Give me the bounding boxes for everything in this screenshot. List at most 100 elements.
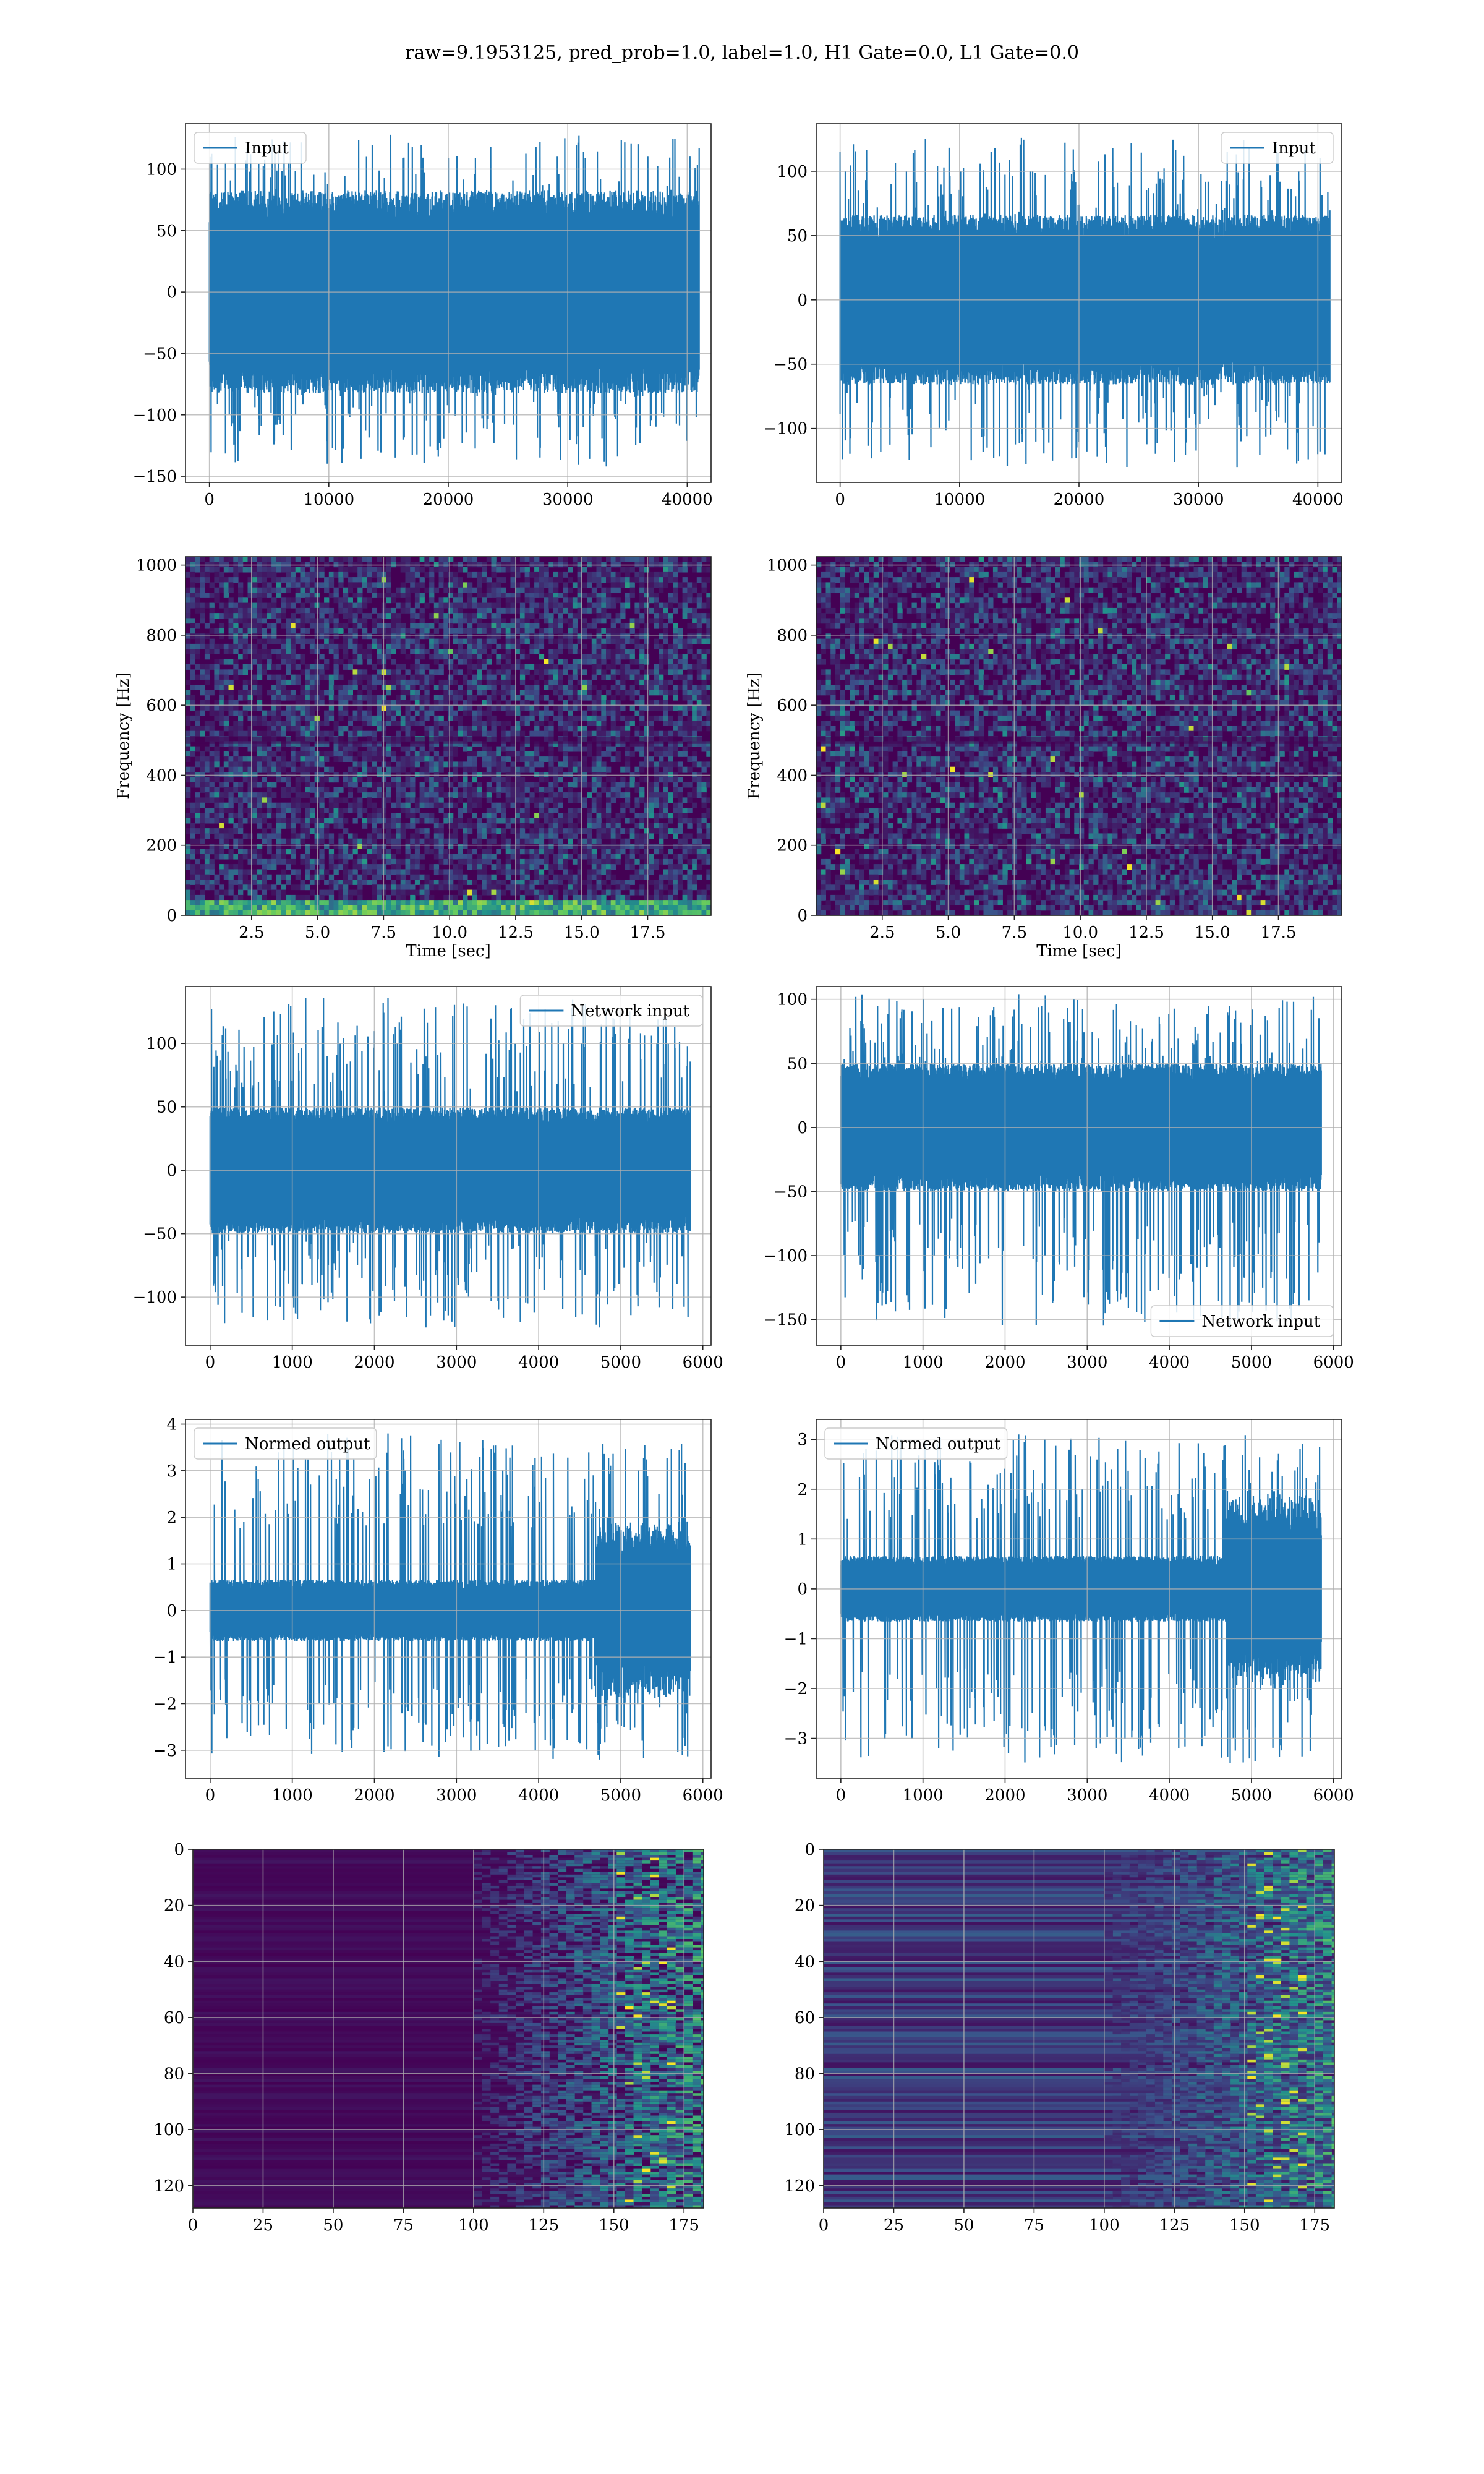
y-tick-label: 600 [146,696,177,715]
legend: Input [1221,132,1334,164]
y-tick-label: 4 [166,1416,177,1434]
x-tick-label: 3000 [1067,1353,1107,1372]
y-tick-label: 80 [164,2065,184,2084]
x-axis-label: Time [sec] [1036,942,1122,961]
y-tick-label: 0 [797,907,808,925]
y-tick-label: 0 [174,1841,184,1859]
x-tick-label: 2000 [984,1353,1025,1372]
y-tick-label: −100 [133,406,177,425]
x-tick-label: 1000 [272,1786,313,1805]
y-tick-label: 120 [153,2177,184,2196]
y-tick-label: 50 [787,1055,808,1073]
figure-title: raw=9.1953125, pred_prob=1.0, label=1.0,… [405,42,1079,64]
axes-frame [185,556,712,916]
panel-spectrogram-l1: 2.5 5.0 7.5 10.0 12.5 15.0 17.5 0 200 400 600 800 10… [745,556,1342,961]
x-tick-label: 175 [668,2216,699,2235]
x-tick-label: 4000 [1149,1786,1190,1805]
y-tick-label: 50 [156,222,177,241]
x-tick-label: 4000 [518,1786,559,1805]
x-tick-label: 1000 [903,1786,944,1805]
y-tick-label: −50 [143,1225,177,1244]
x-tick-label: 0 [835,490,845,509]
x-tick-label: 3000 [436,1353,477,1372]
grid [816,124,1342,482]
x-tick-label: 10000 [303,490,354,509]
y-tick-label: 100 [146,1035,177,1053]
x-tick-label: 4000 [518,1353,559,1372]
x-tick-label: 100 [1089,2216,1120,2235]
series-line [839,137,1331,468]
x-tick-label: 0 [204,490,215,509]
x-tick-label: 5000 [600,1353,641,1372]
y-tick-label: 2 [797,1481,808,1499]
x-tick-label: 10.0 [432,923,467,942]
x-tick-label: 1000 [903,1353,944,1372]
legend: Input [194,132,307,164]
y-tick-label: 50 [156,1098,177,1117]
x-tick-label: 40000 [662,490,713,509]
y-tick-label: 1 [797,1530,808,1549]
y-axis-label: Frequency [Hz] [114,672,133,800]
x-tick-label: 175 [1299,2216,1330,2235]
grid [186,987,711,1345]
y-tick-label: 120 [784,2177,815,2196]
axes-frame [816,556,1342,916]
x-tick-label: 50 [953,2216,974,2235]
panel-normed-output-h1: 0 1000 2000 3000 4000 5000 6000 −3 −2 −1 0 1 2 3 4 Norm… [153,1416,723,1805]
series-line [840,994,1322,1329]
x-tick-label: 40000 [1292,490,1344,509]
grid [186,557,711,916]
axes-frame [192,1849,704,2209]
x-tick-label: 7.5 [1002,923,1027,942]
x-tick-label: 12.5 [498,923,534,942]
y-tick-label: 3 [797,1431,808,1449]
series-line [208,134,700,467]
y-tick-label: 0 [797,1119,808,1137]
y-tick-label: −1 [784,1630,808,1648]
x-tick-label: 5000 [1231,1353,1272,1372]
x-tick-label: 0 [205,1353,216,1372]
y-tick-label: 20 [795,1897,815,1915]
x-tick-label: 75 [393,2216,414,2235]
y-tick-label: −100 [764,420,808,439]
panel-input-h1: 0 10000 20000 30000 40000 −150 −100 −50 0 50 100 In… [133,123,713,509]
y-tick-label: −150 [764,1311,808,1330]
x-tick-label: 15.0 [564,923,600,942]
x-tick-label: 15.0 [1195,923,1230,942]
x-tick-label: 20000 [423,490,474,509]
y-tick-label: 0 [797,291,808,310]
axes-frame [185,986,712,1346]
x-tick-label: 0 [836,1786,846,1805]
x-tick-label: 6000 [1313,1786,1354,1805]
x-tick-label: 17.5 [1261,923,1297,942]
x-tick-label: 4000 [1149,1353,1190,1372]
x-tick-label: 3000 [436,1786,477,1805]
axes-frame [816,986,1342,1346]
y-tick-label: 60 [164,2009,184,2027]
heatmap-image [816,557,1342,915]
panel-input-l1: 0 10000 20000 30000 40000 −100 −50 0 50 100 Input [764,123,1344,509]
y-tick-label: −100 [764,1247,808,1265]
x-tick-label: 0 [836,1353,846,1372]
x-tick-label: 150 [599,2216,629,2235]
x-tick-label: 5.0 [936,923,961,942]
x-tick-label: 5.0 [305,923,330,942]
y-tick-label: 20 [164,1897,184,1915]
x-tick-label: 125 [528,2216,559,2235]
x-tick-label: 2.5 [869,923,895,942]
panel-feature-map-l1: 0 25 50 75 100 125 150 175 0 20 40 60 80 100 120 [784,1841,1335,2235]
x-tick-label: 150 [1229,2216,1260,2235]
panel-normed-output-l1: 0 1000 2000 3000 4000 5000 6000 −3 −2 −1 0 1 2 3 Norme… [784,1419,1354,1805]
y-tick-label: 0 [166,283,177,302]
y-tick-label: 0 [166,1602,177,1620]
y-tick-label: 100 [784,2121,815,2139]
x-tick-label: 50 [323,2216,343,2235]
x-tick-label: 10.0 [1062,923,1098,942]
legend: Normed output [194,1427,377,1460]
panel-network-input-l1: 0 1000 2000 3000 4000 5000 6000 −150 −100 −50 0 50 1… [764,986,1354,1372]
x-tick-label: 12.5 [1128,923,1164,942]
legend-label: Input [1272,139,1316,158]
y-tick-label: 800 [777,627,808,645]
x-axis-label: Time [sec] [406,942,491,961]
y-axis-label: Frequency [Hz] [745,672,764,800]
